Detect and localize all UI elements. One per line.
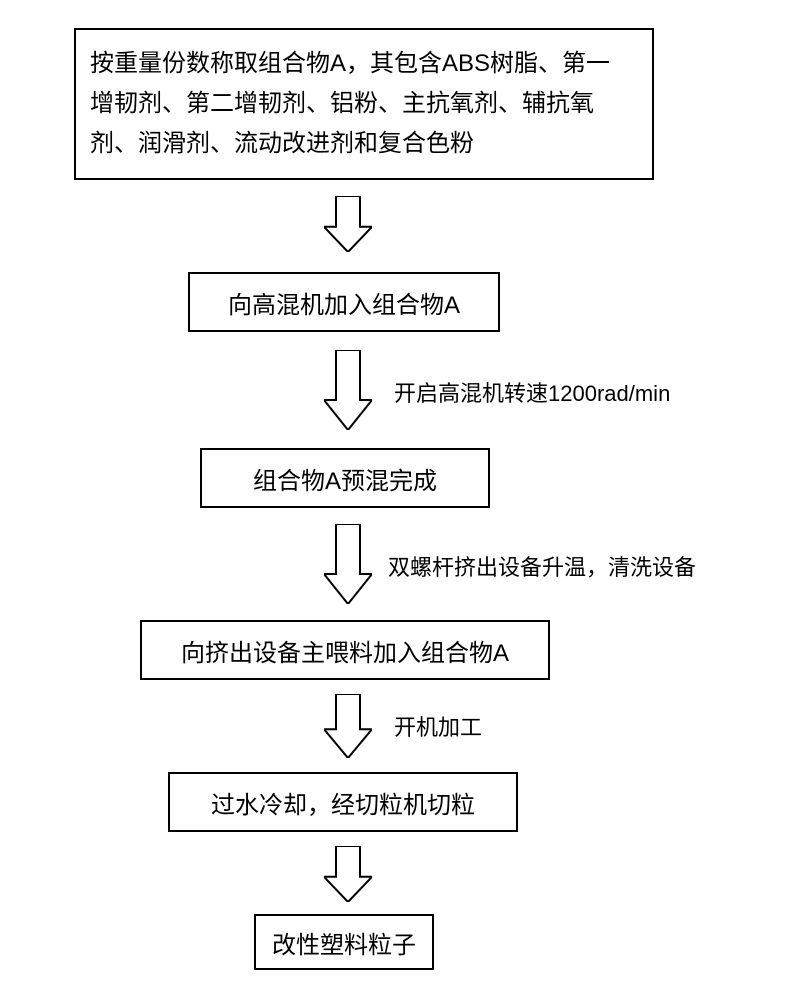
arrow-2 (324, 350, 372, 430)
step-6-text: 改性塑料粒子 (272, 925, 416, 960)
step-2-text: 向高混机加入组合物A (228, 285, 460, 320)
step-6-modified-pellets: 改性塑料粒子 (254, 914, 434, 970)
step-1-line-2: 增韧剂、第二增韧剂、铝粉、主抗氧剂、辅抗氧 (90, 84, 610, 124)
label-extruder-heatup: 双螺杆挤出设备升温，清洗设备 (388, 550, 696, 582)
arrow-3 (324, 524, 372, 604)
label-mixer-speed: 开启高混机转速1200rad/min (394, 376, 670, 408)
arrow-1 (324, 196, 372, 252)
arrow-4 (324, 694, 372, 758)
step-1-weigh-composition-a: 按重量份数称取组合物A，其包含ABS树脂、第一 增韧剂、第二增韧剂、铝粉、主抗氧… (74, 28, 654, 180)
step-2-add-to-mixer: 向高混机加入组合物A (188, 272, 500, 332)
step-1-line-3: 剂、润滑剂、流动改进剂和复合色粉 (90, 124, 610, 164)
arrow-5 (324, 846, 372, 902)
label-start-processing: 开机加工 (394, 710, 482, 742)
step-1-line-1: 按重量份数称取组合物A，其包含ABS树脂、第一 (90, 44, 610, 84)
step-3-text: 组合物A预混完成 (253, 461, 437, 496)
step-5-cool-and-pelletize: 过水冷却，经切粒机切粒 (168, 772, 518, 832)
flowchart-canvas: 按重量份数称取组合物A，其包含ABS树脂、第一 增韧剂、第二增韧剂、铝粉、主抗氧… (0, 0, 799, 1000)
step-5-text: 过水冷却，经切粒机切粒 (211, 785, 475, 820)
step-4-text: 向挤出设备主喂料加入组合物A (181, 633, 509, 668)
step-4-feed-extruder: 向挤出设备主喂料加入组合物A (140, 620, 550, 680)
step-3-premix-done: 组合物A预混完成 (200, 448, 490, 508)
